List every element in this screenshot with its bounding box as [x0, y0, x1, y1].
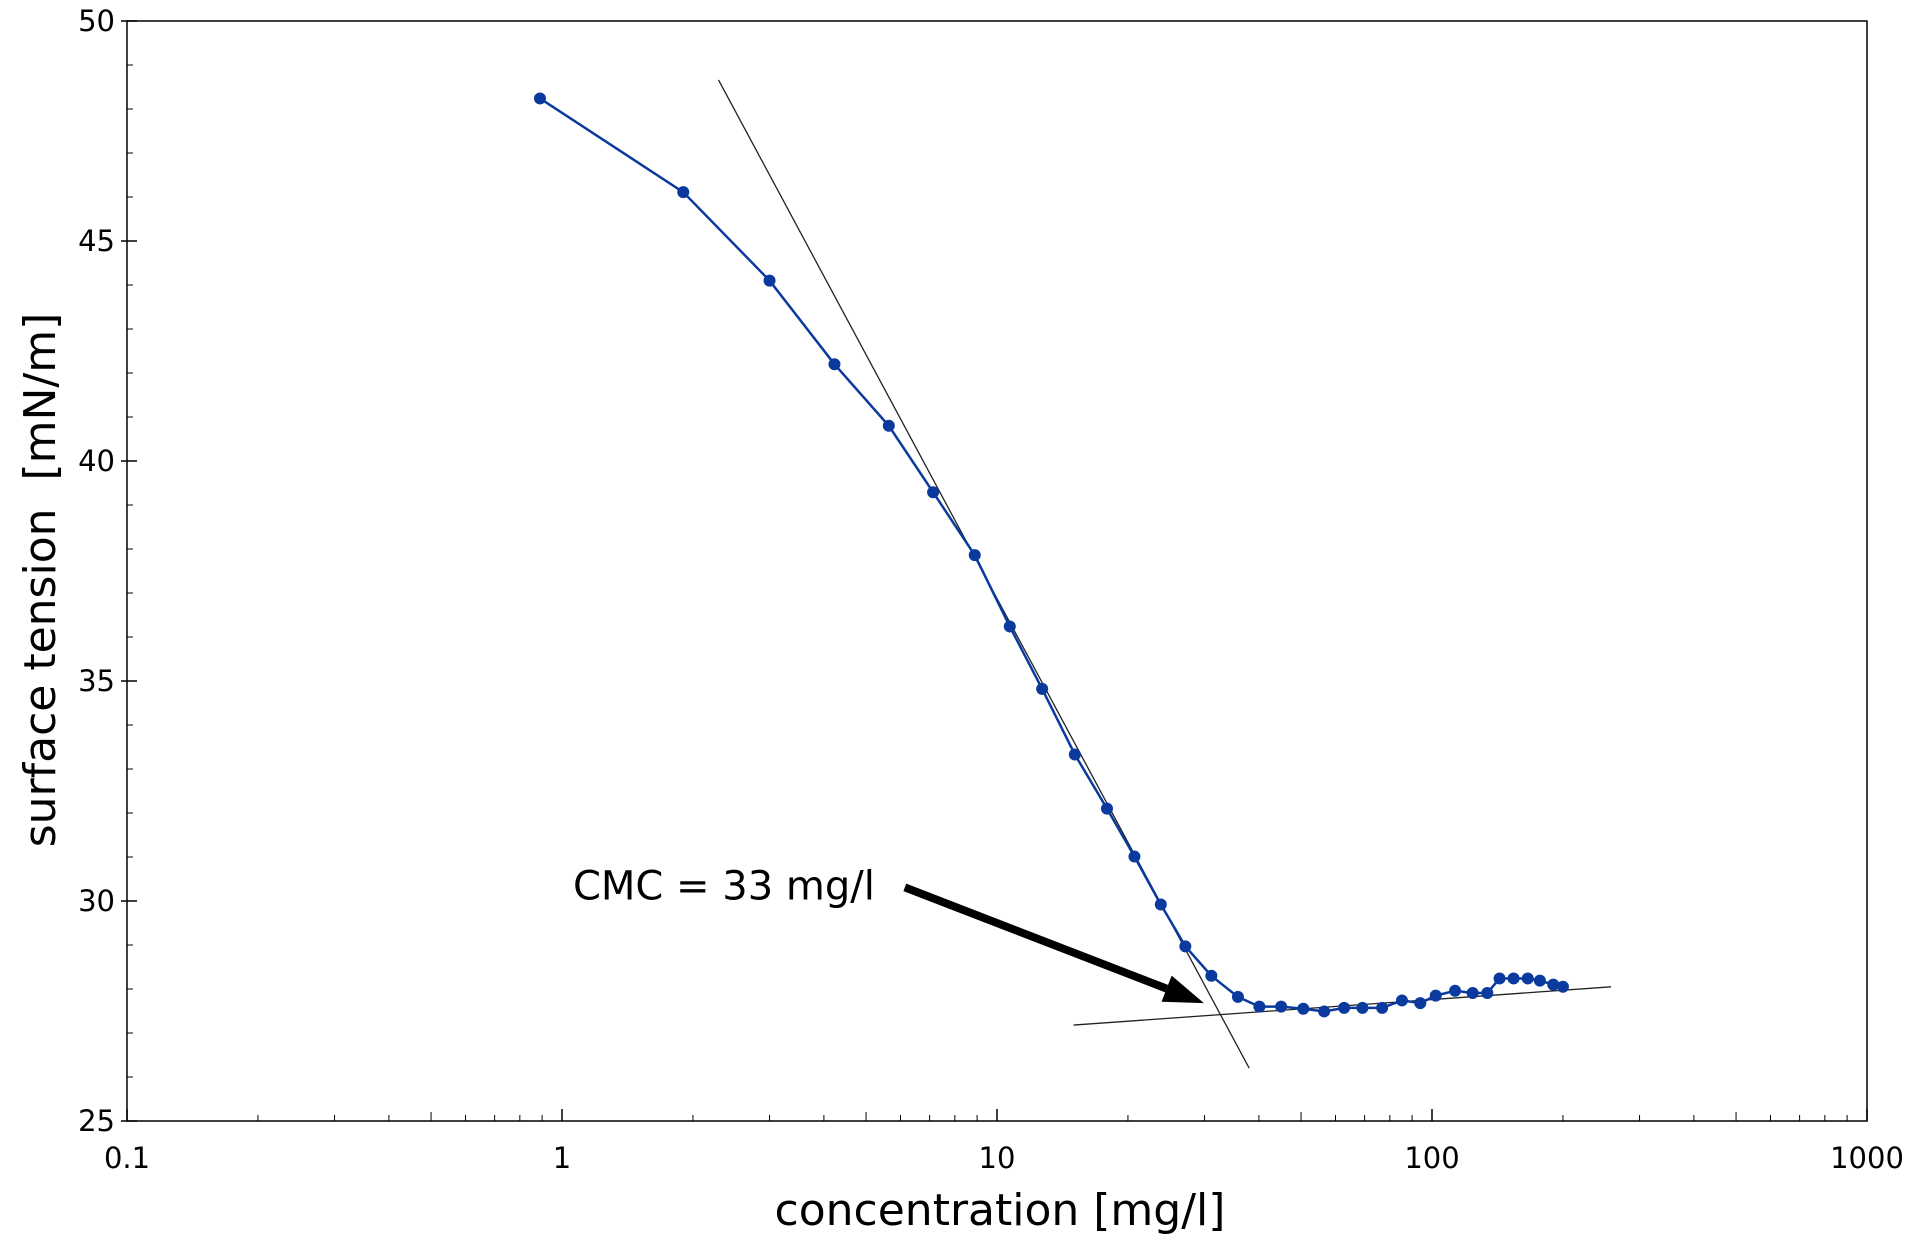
- data-point: [1395, 994, 1408, 1007]
- data-point: [1128, 850, 1141, 863]
- data-point: [1414, 997, 1427, 1010]
- data-point: [1179, 940, 1192, 953]
- y-tick-label: 40: [78, 444, 115, 478]
- data-point: [1100, 802, 1113, 815]
- data-point: [1253, 1000, 1266, 1013]
- data-point: [1466, 986, 1479, 999]
- data-point: [1231, 990, 1244, 1003]
- data-point: [1507, 972, 1520, 985]
- x-tick-label: 1000: [1830, 1141, 1904, 1175]
- y-tick-label: 50: [78, 4, 115, 38]
- x-tick-label: 10: [979, 1141, 1016, 1175]
- plot-frame: [126, 20, 1868, 1122]
- data-point: [1429, 989, 1442, 1002]
- data-point: [1068, 748, 1081, 761]
- cmc-arrow-shaft: [903, 883, 1169, 993]
- data-point: [1356, 1001, 1369, 1014]
- data-point: [1205, 969, 1218, 982]
- x-tick-label: 100: [1404, 1141, 1459, 1175]
- data-point: [1297, 1002, 1310, 1015]
- data-point: [1275, 1000, 1288, 1013]
- data-point: [1556, 980, 1569, 993]
- x-tick-label: 0.1: [104, 1141, 150, 1175]
- data-point: [1338, 1001, 1351, 1014]
- cmc-annotation: CMC = 33 mg/l: [573, 863, 875, 909]
- y-tick-label: 25: [78, 1104, 115, 1138]
- y-tick-label: 45: [78, 224, 115, 258]
- data-point: [968, 549, 981, 562]
- data-point: [533, 92, 546, 105]
- data-point: [1533, 974, 1546, 987]
- data-point: [1318, 1005, 1331, 1018]
- x-tick-label: 1: [553, 1141, 571, 1175]
- cmc-arrow-head: [1161, 975, 1204, 1004]
- data-point: [1154, 898, 1167, 911]
- data-point: [1449, 984, 1462, 997]
- data-point: [677, 186, 690, 199]
- data-point: [1376, 1001, 1389, 1014]
- data-point: [1547, 978, 1560, 991]
- y-tick-label: 35: [78, 664, 115, 698]
- data-point: [763, 274, 776, 287]
- data-point: [882, 419, 895, 432]
- x-axis-label: concentration [mg/l]: [775, 1185, 1226, 1236]
- data-point: [927, 486, 940, 499]
- y-axis-label: surface tension [mN/m]: [15, 313, 66, 848]
- data-point: [1493, 972, 1506, 985]
- data-point: [1521, 972, 1534, 985]
- data-point: [828, 358, 841, 371]
- data-point: [1036, 682, 1049, 695]
- data-point: [1003, 620, 1016, 633]
- y-tick-label: 30: [78, 884, 115, 918]
- data-point: [1481, 986, 1494, 999]
